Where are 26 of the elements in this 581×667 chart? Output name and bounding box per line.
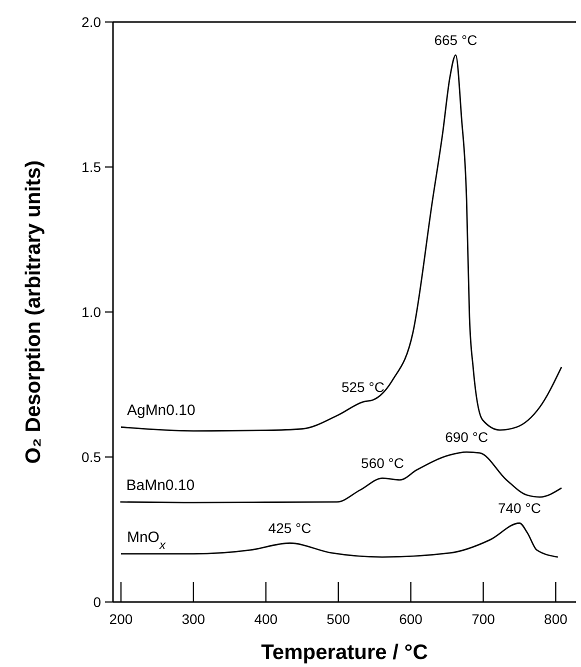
line-series	[120, 451, 562, 504]
x-tick-label: 400	[254, 611, 278, 627]
x-tick-label: 800	[544, 611, 568, 627]
y-tick-label: 0.5	[82, 448, 102, 465]
x-tick-label: 600	[399, 611, 423, 627]
annotation: 690 °C	[445, 429, 488, 446]
x-axis-title: Temperature / °C	[261, 641, 428, 664]
y-tick-label: 1.0	[82, 304, 102, 320]
x-tick-label: 500	[326, 611, 350, 627]
annotation: 560 °C	[361, 455, 404, 472]
series-label: AgMn0.10	[126, 402, 196, 420]
annotation: 425 °C	[268, 520, 312, 536]
y-axis-title: O₂ Desorption (arbitrary units)	[22, 160, 45, 464]
series-label: MnO$_{x}$	[126, 528, 166, 552]
line-series	[120, 522, 559, 558]
x-tick-label: 200	[109, 611, 133, 627]
annotation: 525 °C	[341, 378, 384, 395]
series-label: BaMn0.10	[126, 476, 195, 494]
y-tick-label: 1.5	[82, 158, 102, 175]
line-series	[120, 54, 562, 432]
y-tick-label: 2.0	[82, 14, 102, 30]
x-tick-label: 700	[472, 611, 496, 627]
annotation: 665 °C	[434, 32, 478, 48]
x-tick-label: 300	[182, 611, 206, 627]
y-tick-label: 0	[93, 594, 102, 610]
annotation: 740 °C	[498, 500, 541, 516]
